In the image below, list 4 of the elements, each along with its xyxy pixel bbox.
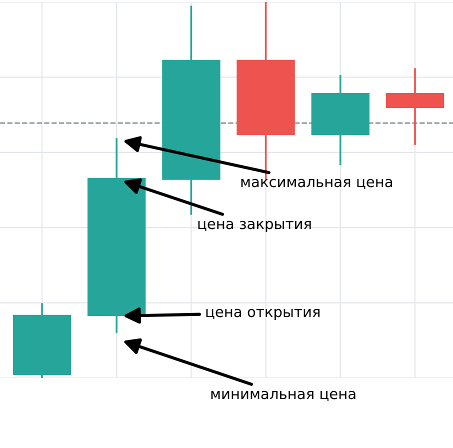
annotation: максимальная цена bbox=[241, 178, 392, 190]
annotation: цена закрытия bbox=[198, 220, 311, 232]
annotation: цена открытия bbox=[206, 308, 320, 320]
text: минимальная цена bbox=[211, 390, 356, 402]
